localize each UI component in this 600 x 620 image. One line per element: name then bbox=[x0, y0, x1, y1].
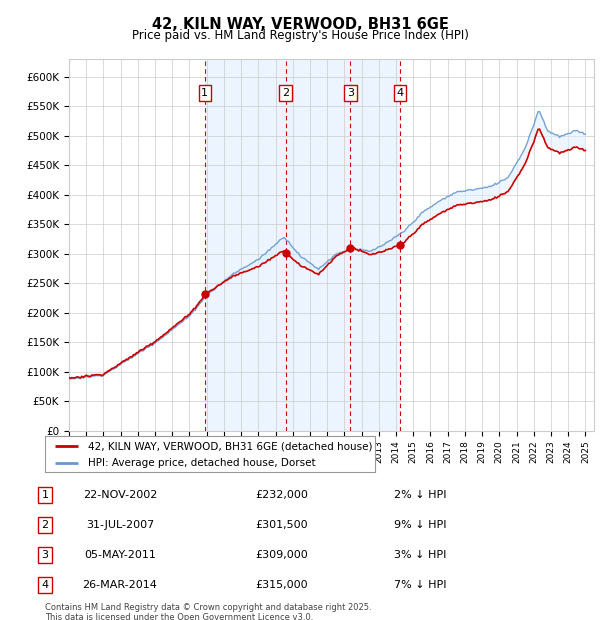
Text: 42, KILN WAY, VERWOOD, BH31 6GE: 42, KILN WAY, VERWOOD, BH31 6GE bbox=[152, 17, 448, 32]
Text: 3: 3 bbox=[347, 88, 354, 98]
Text: 31-JUL-2007: 31-JUL-2007 bbox=[86, 520, 154, 530]
Text: 2: 2 bbox=[41, 520, 49, 530]
Text: £232,000: £232,000 bbox=[256, 490, 308, 500]
Text: 1: 1 bbox=[41, 490, 49, 500]
Text: 7% ↓ HPI: 7% ↓ HPI bbox=[394, 580, 446, 590]
Text: £315,000: £315,000 bbox=[256, 580, 308, 590]
Text: Price paid vs. HM Land Registry's House Price Index (HPI): Price paid vs. HM Land Registry's House … bbox=[131, 29, 469, 42]
Text: 1: 1 bbox=[202, 88, 208, 98]
Text: 05-MAY-2011: 05-MAY-2011 bbox=[84, 550, 156, 560]
Text: 9% ↓ HPI: 9% ↓ HPI bbox=[394, 520, 446, 530]
Text: 2: 2 bbox=[282, 88, 289, 98]
Text: 2% ↓ HPI: 2% ↓ HPI bbox=[394, 490, 446, 500]
Text: 3% ↓ HPI: 3% ↓ HPI bbox=[394, 550, 446, 560]
Text: 4: 4 bbox=[41, 580, 49, 590]
Text: HPI: Average price, detached house, Dorset: HPI: Average price, detached house, Dors… bbox=[88, 458, 316, 467]
Text: £301,500: £301,500 bbox=[256, 520, 308, 530]
Text: £309,000: £309,000 bbox=[256, 550, 308, 560]
Text: Contains HM Land Registry data © Crown copyright and database right 2025.
This d: Contains HM Land Registry data © Crown c… bbox=[45, 603, 371, 620]
Text: 26-MAR-2014: 26-MAR-2014 bbox=[83, 580, 157, 590]
Text: 3: 3 bbox=[41, 550, 49, 560]
Text: 22-NOV-2002: 22-NOV-2002 bbox=[83, 490, 157, 500]
Text: 4: 4 bbox=[397, 88, 404, 98]
Text: 42, KILN WAY, VERWOOD, BH31 6GE (detached house): 42, KILN WAY, VERWOOD, BH31 6GE (detache… bbox=[88, 441, 373, 451]
Bar bbox=[205, 59, 400, 431]
